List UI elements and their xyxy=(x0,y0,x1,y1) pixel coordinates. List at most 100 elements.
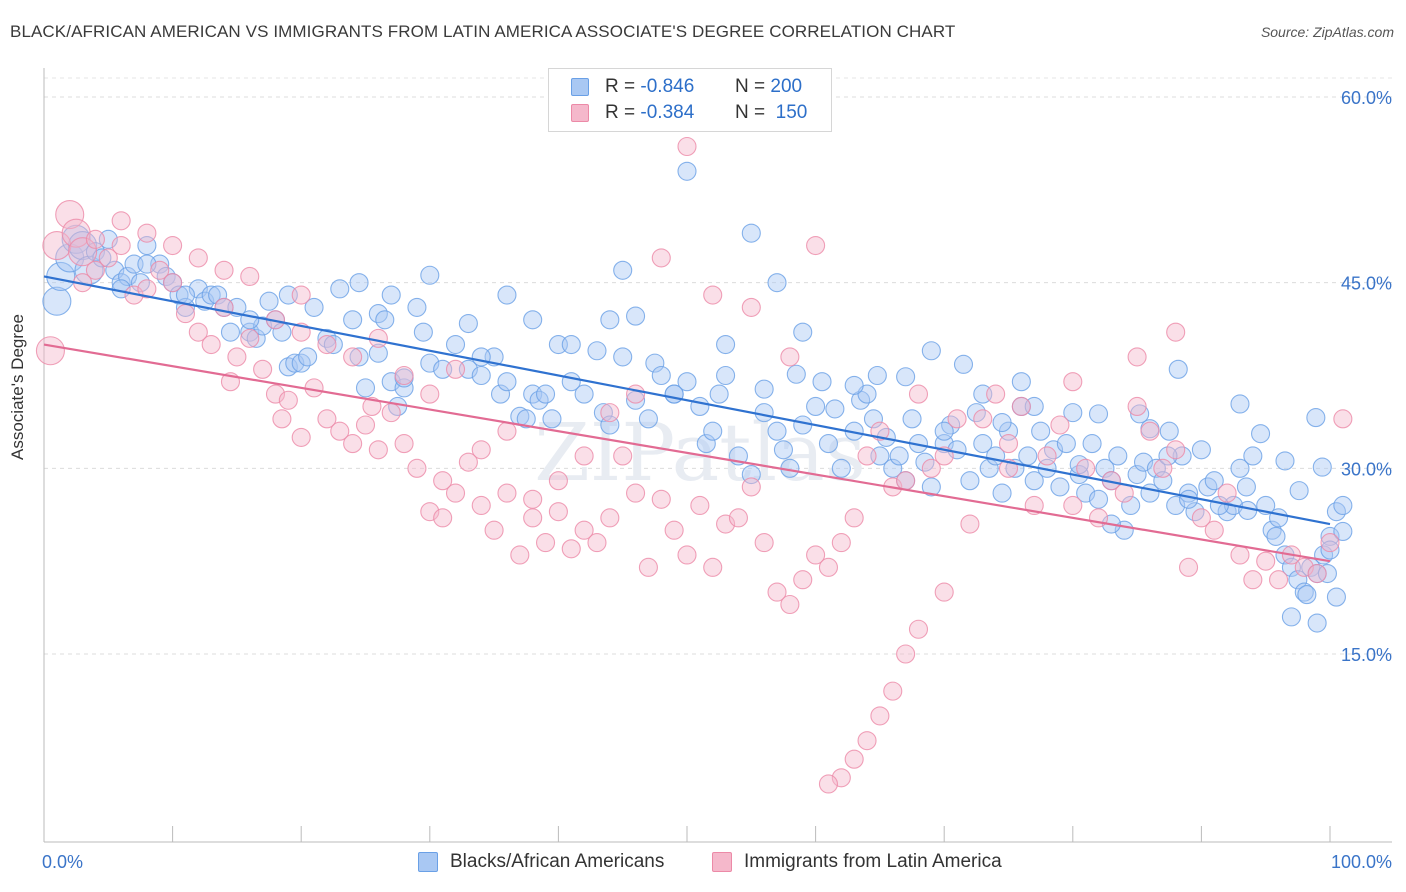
data-point xyxy=(1333,495,1353,516)
data-point xyxy=(626,306,646,326)
data-point xyxy=(497,285,517,305)
data-point xyxy=(458,313,478,334)
data-point xyxy=(953,354,974,374)
data-point xyxy=(227,347,247,367)
y-tick-label: 45.0% xyxy=(1341,274,1392,294)
data-point xyxy=(613,446,633,466)
data-point xyxy=(677,545,697,565)
data-point xyxy=(188,248,208,268)
chart-source: Source: ZipAtlas.com xyxy=(1260,24,1394,40)
legend-label-latin: Immigrants from Latin America xyxy=(744,851,1002,872)
data-point xyxy=(42,286,72,316)
data-point xyxy=(516,409,536,429)
data-point xyxy=(728,508,748,528)
data-point xyxy=(278,357,298,377)
legend-item-latin[interactable]: Immigrants from Latin America xyxy=(712,851,1002,873)
data-point xyxy=(767,273,787,293)
trend-line xyxy=(43,275,1331,526)
data-point xyxy=(741,223,761,243)
data-point xyxy=(68,237,98,267)
r-value: -0.846 xyxy=(640,76,695,97)
data-point xyxy=(1243,570,1263,590)
data-point xyxy=(992,483,1012,503)
n-stat: N = 200 xyxy=(735,76,802,98)
data-point xyxy=(806,235,826,256)
data-point xyxy=(1320,533,1340,553)
data-point xyxy=(323,335,343,355)
y-axis-label: Associate's Degree xyxy=(8,314,27,460)
r-label: R = xyxy=(605,102,636,123)
data-point xyxy=(1230,394,1250,414)
data-point xyxy=(844,508,864,528)
stats-legend: R = -0.846 N = 200 R = -0.384 N = 150 xyxy=(548,68,832,132)
data-point xyxy=(870,706,890,726)
data-point xyxy=(1166,440,1186,460)
data-point xyxy=(1320,526,1340,546)
data-point xyxy=(1095,458,1115,478)
data-point xyxy=(960,471,980,491)
y-tick-label: 15.0% xyxy=(1341,645,1392,665)
data-point xyxy=(381,285,401,305)
data-point xyxy=(908,619,929,639)
data-point xyxy=(1088,404,1109,424)
data-point xyxy=(375,310,395,330)
data-point xyxy=(793,415,813,435)
data-point xyxy=(259,291,279,311)
data-point xyxy=(973,409,993,429)
r-stat: R = -0.384 xyxy=(605,102,735,124)
data-point xyxy=(355,415,376,435)
data-point xyxy=(806,396,826,416)
data-point xyxy=(61,218,91,248)
legend-item-black[interactable]: Blacks/African Americans xyxy=(418,851,664,873)
data-point xyxy=(362,396,382,416)
data-point xyxy=(1114,483,1134,503)
data-point xyxy=(163,235,183,256)
data-point xyxy=(1146,458,1166,478)
data-point xyxy=(883,458,903,478)
data-point xyxy=(741,477,761,497)
data-point xyxy=(1307,563,1327,584)
data-point xyxy=(1217,483,1237,503)
data-point xyxy=(420,265,440,285)
data-point xyxy=(593,403,613,423)
data-point xyxy=(246,328,266,348)
data-point xyxy=(574,446,594,466)
data-point xyxy=(497,372,517,392)
x-tick-label-max: 100.0% xyxy=(1330,852,1392,872)
data-point xyxy=(298,347,318,367)
data-point xyxy=(908,384,929,404)
data-point xyxy=(1018,446,1038,466)
data-point xyxy=(304,297,324,317)
data-point xyxy=(535,384,556,404)
data-point xyxy=(818,774,839,794)
data-point xyxy=(150,260,170,280)
data-point xyxy=(1127,347,1147,367)
n-value: 150 xyxy=(775,102,808,123)
data-point xyxy=(921,458,941,478)
data-point xyxy=(780,347,800,367)
data-point xyxy=(368,440,388,460)
data-point xyxy=(690,396,710,416)
data-point xyxy=(1281,607,1301,627)
data-point xyxy=(394,365,414,386)
data-point xyxy=(1230,545,1250,565)
legend-swatch-black xyxy=(418,852,438,872)
series-black-points xyxy=(42,161,1353,633)
data-point xyxy=(998,434,1019,454)
data-point xyxy=(703,557,723,577)
data-point xyxy=(433,508,453,528)
data-point xyxy=(1166,322,1186,342)
data-point xyxy=(355,378,376,398)
data-point xyxy=(600,508,620,528)
data-point xyxy=(445,335,466,355)
y-tick-labels: 15.0% 30.0% 45.0% 60.0% xyxy=(1341,88,1392,665)
data-point xyxy=(169,285,189,305)
data-point xyxy=(651,248,671,268)
data-point xyxy=(716,365,736,386)
data-point xyxy=(1168,359,1188,379)
data-point xyxy=(883,681,903,701)
data-point xyxy=(703,285,723,305)
data-point xyxy=(867,365,887,386)
data-point xyxy=(188,322,208,342)
data-point xyxy=(921,477,941,497)
